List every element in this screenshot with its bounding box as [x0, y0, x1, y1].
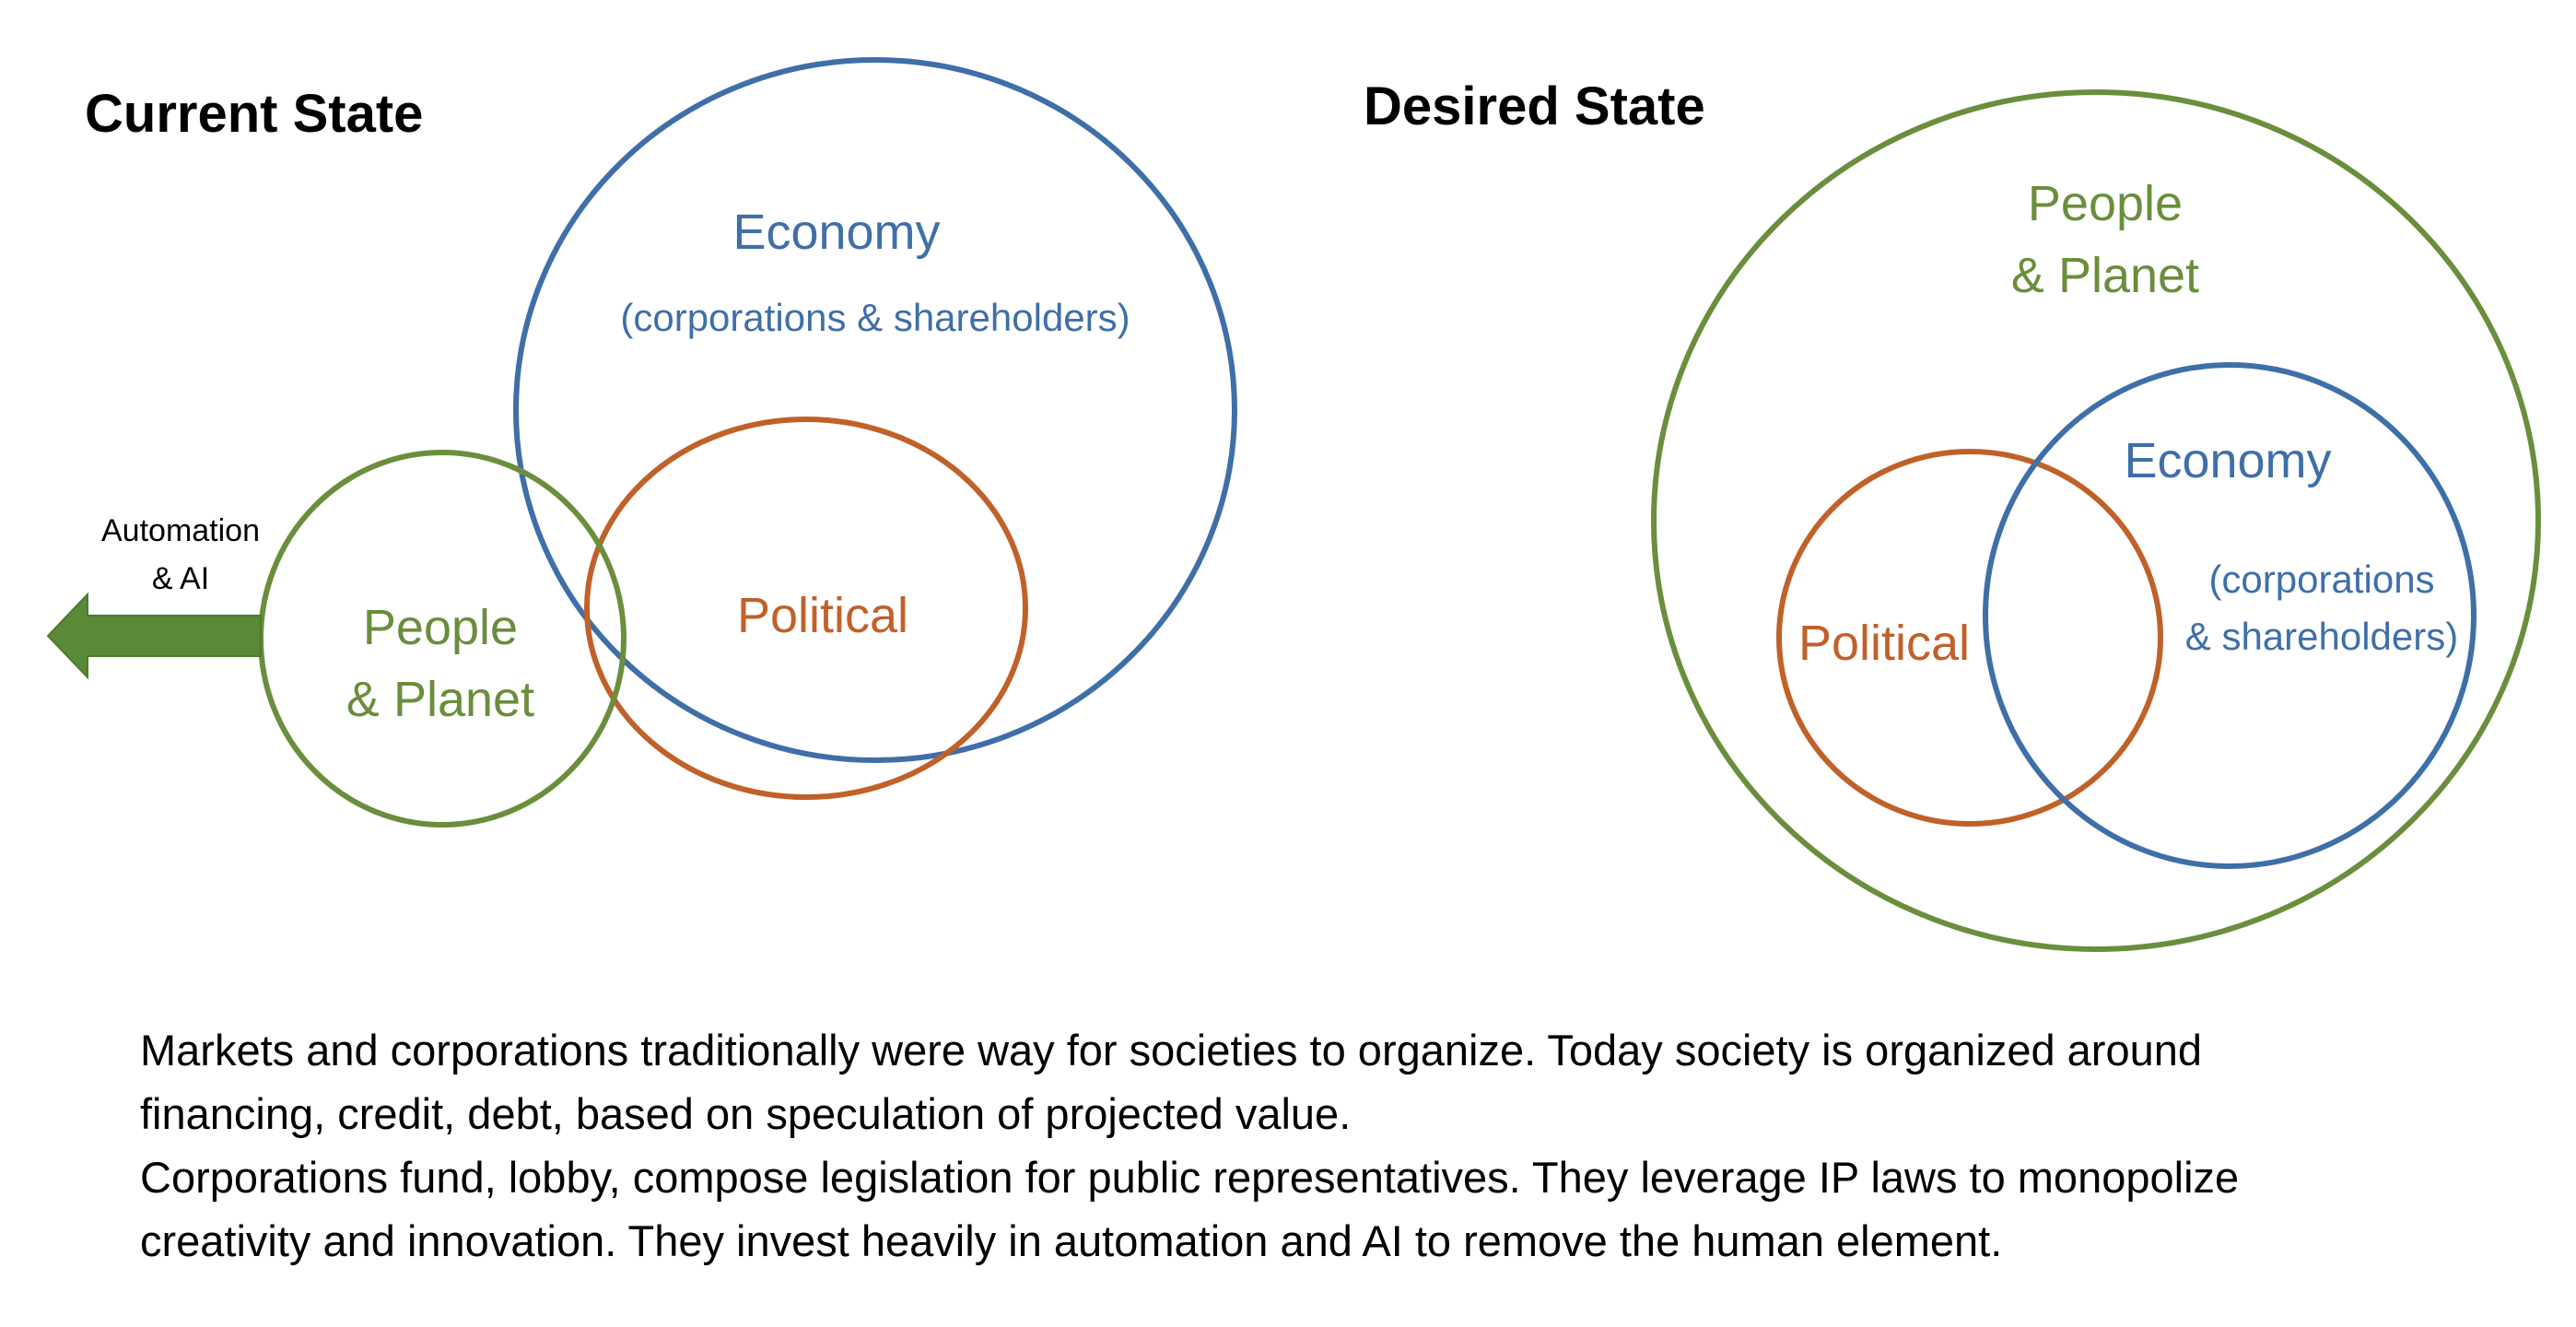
current-state-title: Current State	[85, 84, 424, 144]
automation-arrow-shape	[46, 592, 262, 680]
desired-economy-sublabel: (corporations & shareholders)	[2184, 558, 2459, 658]
current-economy-sublabel: (corporations & shareholders)	[620, 296, 1130, 339]
desired-people-planet-circle	[1651, 89, 2541, 952]
caption-line-4: creativity and innovation. They invest h…	[140, 1216, 2003, 1265]
desired-political-circle	[1776, 449, 2163, 827]
current-economy-circle	[513, 57, 1237, 763]
current-people-planet-label: People & Planet	[345, 600, 535, 727]
caption-text: Markets and corporations traditionally w…	[140, 1018, 2535, 1273]
desired-people-planet-label: People & Planet	[2010, 176, 2200, 303]
desired-economy-label: Economy	[2124, 433, 2332, 488]
desired-economy-circle	[1983, 362, 2476, 869]
caption-line-2: financing, credit, debt, based on specul…	[140, 1089, 1352, 1138]
caption-line-1: Markets and corporations traditionally w…	[140, 1026, 2203, 1075]
current-economy-label: Economy	[732, 205, 941, 260]
current-political-label: Political	[736, 588, 909, 643]
automation-ai-label: Automation & AI	[101, 513, 260, 596]
current-political-circle	[584, 417, 1028, 800]
desired-state-title: Desired State	[1364, 76, 1705, 136]
caption-line-3: Corporations fund, lobby, compose legisl…	[140, 1153, 2240, 1202]
desired-political-label: Political	[1797, 616, 1971, 671]
